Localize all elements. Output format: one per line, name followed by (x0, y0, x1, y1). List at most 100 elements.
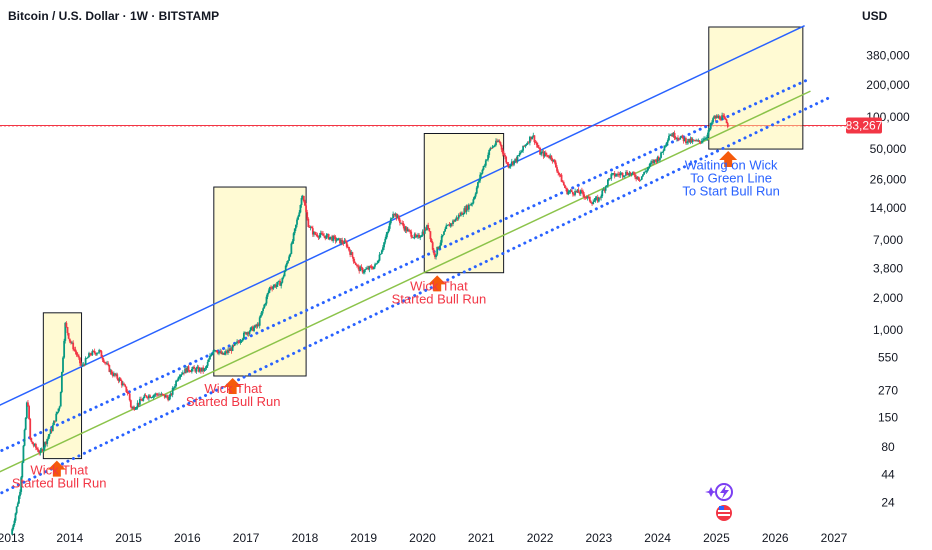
candle-body (151, 397, 154, 399)
annotation-text: To Green Line (690, 171, 772, 186)
trend-lines (0, 25, 830, 496)
candle-body (539, 147, 541, 155)
candle-body (282, 276, 285, 278)
candle-body (352, 256, 355, 262)
candle-body (256, 324, 259, 327)
candle-body (159, 394, 162, 396)
candle-body (402, 222, 405, 227)
candle-body (538, 147, 540, 149)
candle-body (665, 142, 668, 146)
candle-body (571, 191, 574, 195)
price-tag-label: 83,267 (846, 118, 883, 132)
candle-body (718, 116, 721, 120)
candle-body (56, 412, 59, 414)
candle-body (575, 190, 578, 192)
candle-body (385, 234, 388, 239)
candle-body (637, 176, 640, 180)
candle-body (323, 235, 326, 237)
candle-body (656, 157, 659, 162)
candle-body (47, 436, 50, 439)
candle-body (348, 246, 350, 251)
candle-body (232, 345, 235, 347)
candle-body (380, 250, 383, 254)
candle-body (533, 135, 536, 143)
candle-body (273, 284, 276, 287)
y-tick-label: 2,000 (873, 291, 903, 305)
candle-body (609, 178, 612, 179)
candle-body (427, 225, 430, 229)
candle-body (488, 149, 491, 155)
candle-body (694, 140, 696, 142)
us-flag-icon[interactable] (716, 505, 732, 521)
candle-body (548, 157, 551, 158)
candle-body (359, 266, 362, 272)
candle-body (585, 197, 588, 199)
candle-body (649, 162, 652, 164)
candle-body (400, 222, 402, 224)
indicator-icons[interactable] (705, 483, 733, 521)
candle-body (174, 386, 176, 388)
candle-body (23, 429, 26, 446)
candle-body (628, 172, 631, 176)
candle-body (507, 163, 510, 168)
candle-body (247, 332, 250, 334)
candle-body (493, 145, 496, 147)
candle-body (311, 228, 314, 235)
highlight-box (213, 186, 307, 377)
candle-body (482, 165, 485, 170)
candle-body (284, 265, 287, 272)
candle-body (349, 250, 352, 255)
candle-body (458, 215, 461, 216)
candle-body (319, 232, 322, 236)
candle-body (552, 159, 555, 162)
candle-body (237, 341, 240, 343)
candle-body (375, 263, 378, 265)
candle-body (413, 234, 416, 238)
candle-body (101, 356, 104, 360)
candle-body (204, 367, 207, 369)
candle-body (140, 399, 142, 401)
candle-body (406, 229, 409, 232)
candle-body (24, 417, 27, 430)
price-axis[interactable]: 380,000200,000100,00050,00026,00014,0007… (846, 48, 910, 509)
candle-body (41, 449, 44, 451)
candle-body (512, 161, 514, 165)
candle-body (654, 159, 657, 161)
candle-body (281, 277, 284, 283)
lightning-icon[interactable] (705, 483, 733, 501)
candle-body (200, 368, 202, 372)
candle-body (408, 229, 410, 231)
candle-body (330, 236, 332, 238)
candle-body (89, 353, 92, 355)
candle-body (153, 394, 156, 396)
dotted-channel-line (0, 96, 830, 496)
candle-body (560, 174, 563, 182)
candle-body (64, 322, 67, 341)
candle-body (525, 144, 528, 146)
candle-body (536, 144, 539, 148)
candle-body (464, 208, 467, 212)
candle-body (620, 172, 623, 174)
candle-body (440, 236, 443, 243)
candle-body (689, 138, 692, 143)
arrow-markers (47, 151, 738, 477)
candle-body (669, 135, 671, 136)
candle-body (143, 395, 146, 398)
candle-body (235, 342, 237, 344)
time-axis[interactable]: 2013 2014 2015 2016 2017 2018 2019 2020 2021 2022… (0, 531, 848, 545)
currency-label[interactable]: USD (862, 9, 888, 23)
candle-body (699, 141, 702, 143)
candle-body (635, 177, 638, 179)
candle-body (62, 357, 64, 372)
y-tick-label: 7,000 (873, 233, 903, 247)
candle-body (625, 171, 627, 176)
candle-body (586, 196, 589, 198)
candle-body (462, 214, 465, 215)
candle-body (242, 332, 245, 339)
candle-body (401, 222, 404, 224)
candle-body (449, 223, 452, 227)
candle-body (51, 425, 54, 431)
candle-body (157, 394, 159, 396)
candle-body (680, 135, 683, 138)
